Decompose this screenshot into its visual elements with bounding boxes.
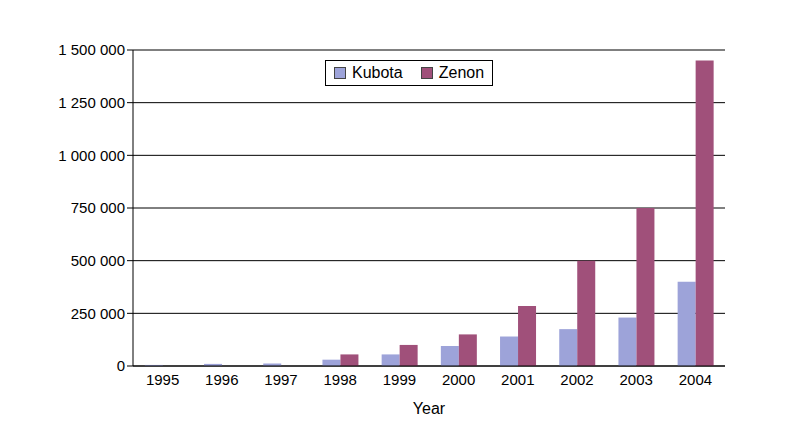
svg-text:1997: 1997 bbox=[264, 371, 297, 388]
svg-text:1998: 1998 bbox=[324, 371, 357, 388]
html-text:Kubota: Kubota bbox=[352, 64, 403, 81]
svg-text:500 000: 500 000 bbox=[71, 252, 125, 269]
svg-text:0: 0 bbox=[117, 357, 125, 374]
svg-text:2003: 2003 bbox=[620, 371, 653, 388]
html-text:Zenon: Zenon bbox=[438, 64, 485, 81]
svg-text:1999: 1999 bbox=[383, 371, 416, 388]
svg-text:750 000: 750 000 bbox=[71, 199, 125, 216]
svg-text:1 500 000: 1 500 000 bbox=[58, 41, 125, 58]
svg-text:250 000: 250 000 bbox=[71, 305, 125, 322]
svg-text:Year: Year bbox=[413, 400, 446, 417]
svg-text:2000: 2000 bbox=[442, 371, 475, 388]
svg-text:1996: 1996 bbox=[205, 371, 238, 388]
svg-text:1 000 000: 1 000 000 bbox=[58, 147, 125, 164]
svg-text:2001: 2001 bbox=[501, 371, 534, 388]
svg-text:1 250 000: 1 250 000 bbox=[58, 94, 125, 111]
svg-text:2004: 2004 bbox=[679, 371, 712, 388]
svg-text:2002: 2002 bbox=[560, 371, 593, 388]
svg-text:1995: 1995 bbox=[146, 371, 179, 388]
